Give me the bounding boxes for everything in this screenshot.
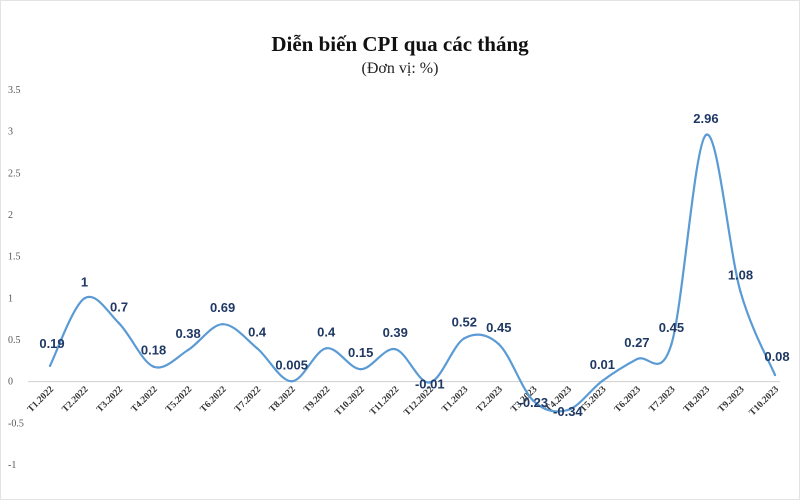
data-label: 0.4 [317,324,336,339]
data-point [497,342,501,346]
y-tick-label: -0.5 [8,418,24,429]
data-point [428,381,431,384]
cpi-line [49,133,777,413]
data-label: 1 [81,274,88,289]
data-point [463,337,466,340]
x-tick-label: T9.2023 [717,385,747,415]
chart-subtitle: (Đơn vị: %) [361,60,439,77]
x-axis: T1.2022 T2.2022 T3.2022 T4.2022 T5.2022 T6.20… [26,381,782,419]
data-labels: 0.19 1 0.7 0.18 0.38 0.69 0.4 0.005 0.4 0.15 0.39 -… [39,111,789,419]
data-label: 0.38 [175,326,200,341]
x-tick-label: T6.2022 [199,385,229,415]
x-tick-label: T7.2023 [648,385,678,415]
data-label: 0.19 [39,336,64,351]
data-point [324,347,328,350]
data-point [221,322,224,326]
x-tick-label: T10.2023 [748,385,782,419]
x-tick-label: T2.2022 [61,385,91,415]
y-tick-label: 2.5 [8,168,21,179]
data-label: 0.15 [348,345,373,360]
y-tick-label: 1.5 [8,252,21,263]
y-tick-label: 1 [8,293,13,304]
data-label: -0.01 [415,377,445,392]
data-point [152,365,155,368]
x-tick-label: T9.2022 [302,385,332,415]
y-axis: -1 -0.5 0 0.5 1 1.5 2 2.5 3 3.5 [8,85,24,471]
cpi-series [48,133,777,413]
x-tick-label: T2.2023 [475,385,505,415]
y-tick-label: 0.5 [8,335,21,346]
data-label: 0.08 [764,349,789,364]
data-point [635,357,639,361]
data-point [566,408,570,412]
data-point [773,373,777,377]
x-tick-label: T1.2022 [26,385,56,415]
data-label: 0.45 [659,320,684,335]
data-label: 1.08 [728,268,753,283]
data-label: -0.23 [519,395,549,410]
data-point [704,133,708,137]
data-point [83,297,86,300]
x-tick-label: T11.2022 [368,385,401,418]
data-label: 0.39 [383,325,408,340]
data-label: 0.27 [624,335,649,350]
data-label: 2.96 [693,111,718,126]
y-tick-label: 2 [8,210,13,221]
data-point [670,342,673,346]
data-point [532,399,535,403]
data-label: 0.7 [110,299,128,314]
data-label: 0.52 [452,314,477,329]
data-point [601,379,604,383]
x-tick-label: T7.2022 [233,385,263,415]
data-label: 0.4 [248,324,267,339]
x-tick-label: T10.2022 [333,385,367,419]
data-label: 0.69 [210,300,235,315]
y-tick-label: -1 [8,460,16,471]
data-point [739,290,742,293]
x-tick-label: T8.2023 [682,385,712,415]
data-point [117,322,121,325]
x-tick-label: T8.2022 [268,385,298,415]
x-tick-label: T5.2022 [164,385,194,415]
data-label: -0.34 [553,404,583,419]
data-point [394,347,397,351]
data-point [48,364,52,368]
data-point [290,380,293,383]
y-tick-label: 3.5 [8,85,21,96]
data-label: 0.45 [486,320,511,335]
y-tick-label: 0 [8,377,13,388]
data-label: 0.005 [275,357,308,372]
y-tick-label: 3 [8,127,13,138]
data-point [186,348,190,352]
data-point [255,347,259,350]
x-tick-label: T6.2023 [613,385,643,415]
data-point [359,367,362,371]
x-tick-label: T1.2023 [440,385,470,415]
data-label: 0.18 [141,343,166,358]
chart-title: Diễn biến CPI qua các tháng [271,32,529,56]
x-tick-label: T3.2022 [95,385,125,415]
data-label: 0.01 [590,357,615,372]
x-tick-label: T4.2022 [130,385,160,415]
